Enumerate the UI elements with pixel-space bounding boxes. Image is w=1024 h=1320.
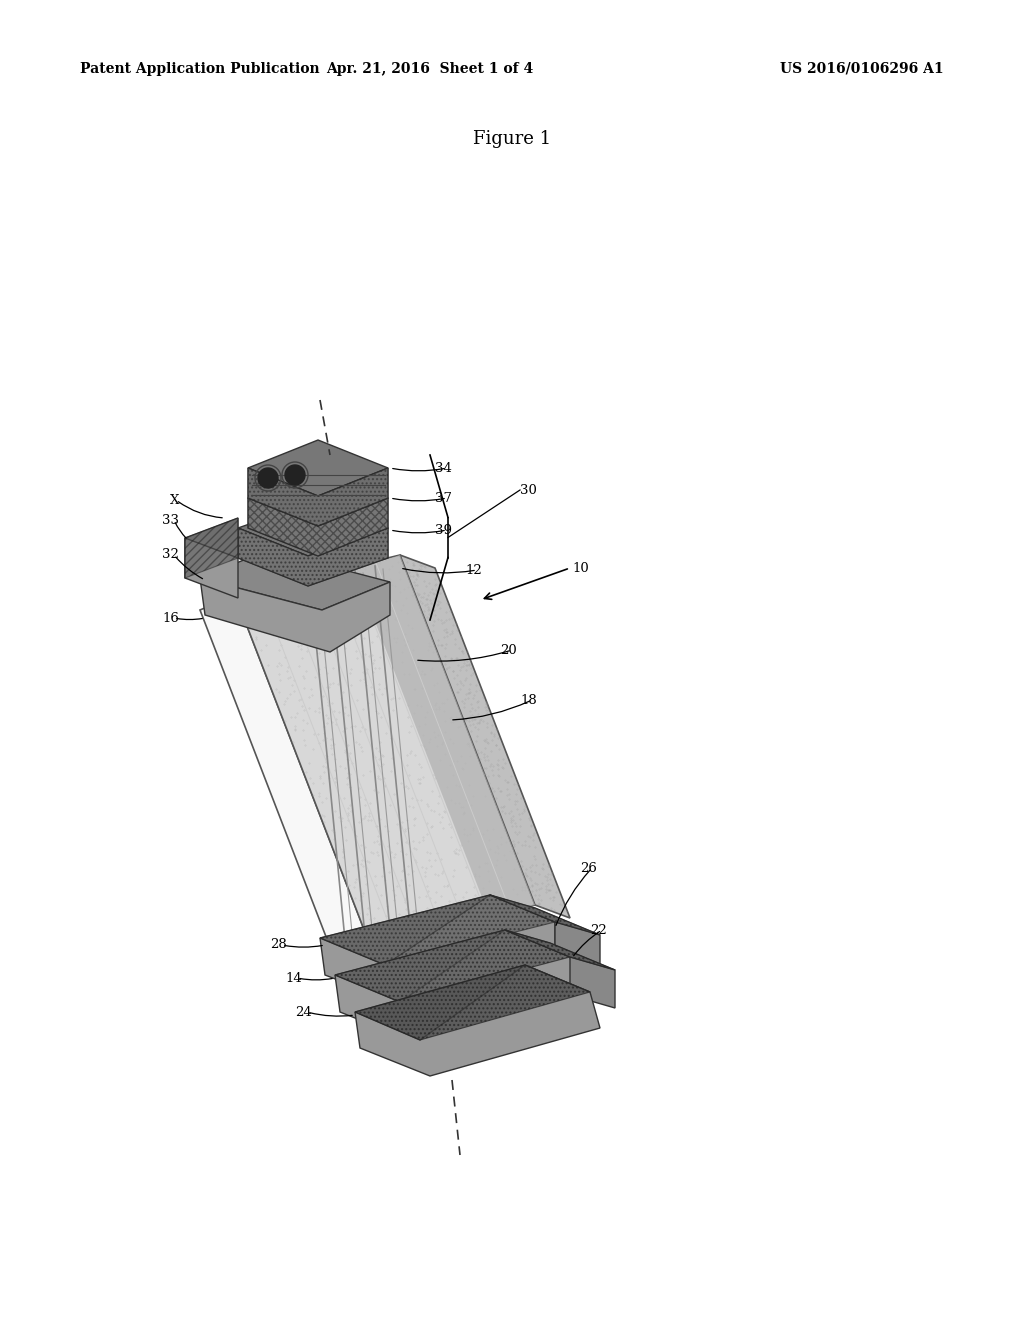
Text: Apr. 21, 2016  Sheet 1 of 4: Apr. 21, 2016 Sheet 1 of 4: [327, 62, 534, 77]
Polygon shape: [335, 931, 570, 1002]
Text: 22: 22: [590, 924, 607, 936]
Polygon shape: [248, 498, 388, 556]
Text: 16: 16: [162, 611, 179, 624]
Polygon shape: [355, 965, 590, 1040]
Text: X: X: [170, 494, 179, 507]
Polygon shape: [248, 469, 388, 525]
Text: US 2016/0106296 A1: US 2016/0106296 A1: [780, 62, 944, 77]
Polygon shape: [570, 957, 615, 1008]
Text: 10: 10: [572, 561, 589, 574]
Text: 24: 24: [295, 1006, 311, 1019]
Text: 39: 39: [435, 524, 452, 536]
Polygon shape: [505, 931, 615, 970]
Polygon shape: [238, 528, 388, 586]
Polygon shape: [238, 500, 388, 556]
Text: Patent Application Publication: Patent Application Publication: [80, 62, 319, 77]
Text: 12: 12: [465, 564, 481, 577]
Polygon shape: [234, 554, 535, 945]
Text: 30: 30: [520, 483, 537, 496]
Polygon shape: [185, 517, 238, 578]
Text: 32: 32: [162, 549, 179, 561]
Polygon shape: [505, 931, 615, 970]
Polygon shape: [319, 895, 555, 965]
Polygon shape: [355, 554, 535, 917]
Polygon shape: [355, 965, 590, 1040]
Polygon shape: [200, 550, 390, 610]
Polygon shape: [335, 931, 570, 1002]
Polygon shape: [355, 965, 600, 1076]
Polygon shape: [319, 895, 555, 965]
Polygon shape: [248, 470, 388, 525]
Polygon shape: [248, 498, 388, 556]
Text: 20: 20: [500, 644, 517, 656]
Polygon shape: [400, 554, 570, 917]
Polygon shape: [248, 469, 388, 525]
Text: 34: 34: [435, 462, 452, 474]
Text: 37: 37: [435, 491, 452, 504]
Polygon shape: [185, 517, 238, 578]
Polygon shape: [319, 895, 555, 1002]
Polygon shape: [248, 440, 388, 496]
Circle shape: [285, 465, 305, 484]
Text: 14: 14: [285, 972, 302, 985]
Text: 26: 26: [580, 862, 597, 874]
Polygon shape: [200, 595, 370, 960]
Polygon shape: [185, 539, 238, 598]
Text: 33: 33: [162, 513, 179, 527]
Text: 28: 28: [270, 939, 287, 952]
Text: 18: 18: [520, 693, 537, 706]
Circle shape: [258, 469, 278, 488]
Polygon shape: [238, 528, 388, 586]
Text: Figure 1: Figure 1: [473, 129, 551, 148]
Polygon shape: [490, 895, 600, 935]
Polygon shape: [490, 895, 600, 935]
Polygon shape: [335, 931, 580, 1040]
Polygon shape: [200, 578, 390, 652]
Polygon shape: [555, 921, 600, 972]
